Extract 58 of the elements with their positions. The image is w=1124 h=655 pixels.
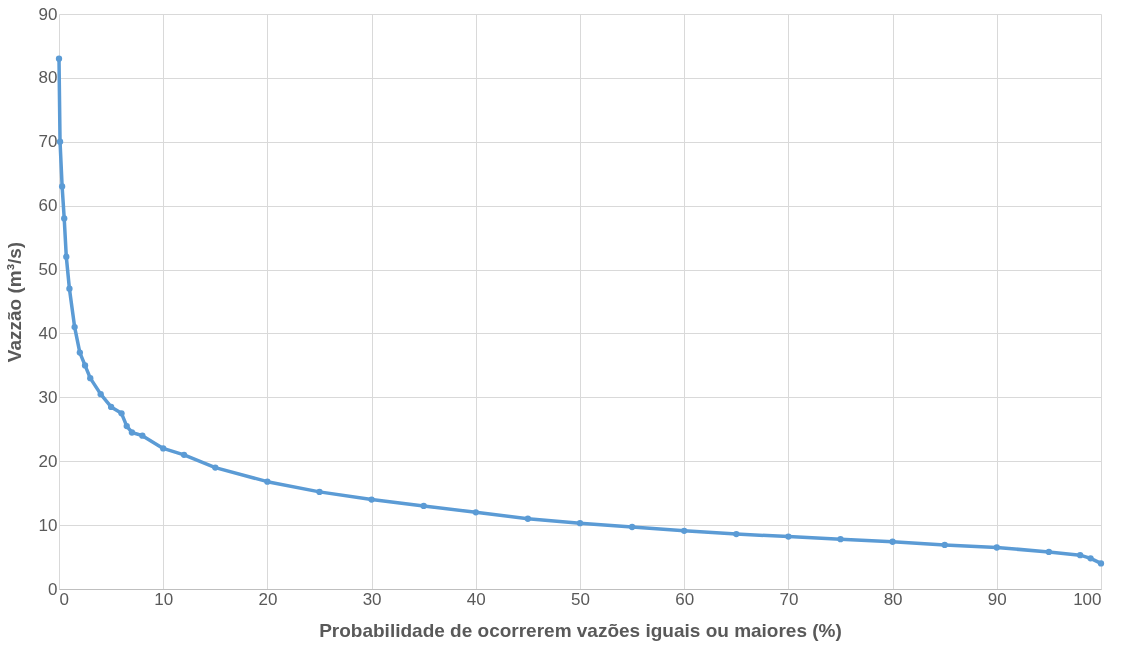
point [76,349,83,356]
point [97,390,104,398]
x-tick-label: 100 [1073,589,1102,609]
x-tick-label: 10 [154,589,174,609]
point [118,410,125,417]
x-tick-label: 90 [987,589,1007,609]
point [941,541,948,549]
point [316,488,323,496]
point [472,509,479,516]
point [681,527,688,535]
y-tick-label: 50 [38,260,58,280]
point [368,496,375,503]
x-tick-label: 70 [779,589,799,609]
y-tick-label: 60 [38,196,58,216]
y-tick-label: 40 [38,323,58,343]
point [1045,548,1053,556]
point [123,422,130,430]
point [66,285,73,292]
point [420,502,427,510]
point [63,253,70,260]
point [1097,560,1105,567]
x-tick-label: 30 [362,589,382,609]
point [128,429,136,436]
point [58,183,66,190]
point [993,544,1000,551]
point [576,520,584,527]
x-tick-label: 60 [675,589,695,609]
x-tick-label: 20 [258,589,278,609]
y-axis-title: Vazzão (m³/s) [3,241,25,363]
point [212,464,219,471]
y-tick-label: 90 [38,4,58,24]
x-tick-label: 50 [571,589,590,609]
point [139,432,146,439]
y-tick-label: 30 [38,387,58,407]
point [81,362,89,369]
point [785,533,792,540]
point [87,375,94,382]
point [733,530,740,538]
point [55,55,63,62]
y-tick-label: 70 [38,132,58,152]
y-tick-label: 20 [38,451,58,471]
x-tick-label: 80 [883,589,903,609]
point [107,403,115,411]
point [837,536,844,543]
x-axis-title: Probabilidade de ocorrerem vazões iguais ou maiores (%) [319,619,842,641]
point [524,515,532,522]
point [264,478,271,485]
point [889,538,896,545]
point [71,323,78,331]
point [180,451,188,458]
point [160,445,167,452]
y-tick-label: 80 [38,68,58,88]
y-tick-label: 10 [38,515,58,535]
point [628,523,636,531]
point [1077,551,1084,559]
point [61,215,68,222]
x-tick-label: 40 [466,589,486,609]
point [1087,555,1094,562]
